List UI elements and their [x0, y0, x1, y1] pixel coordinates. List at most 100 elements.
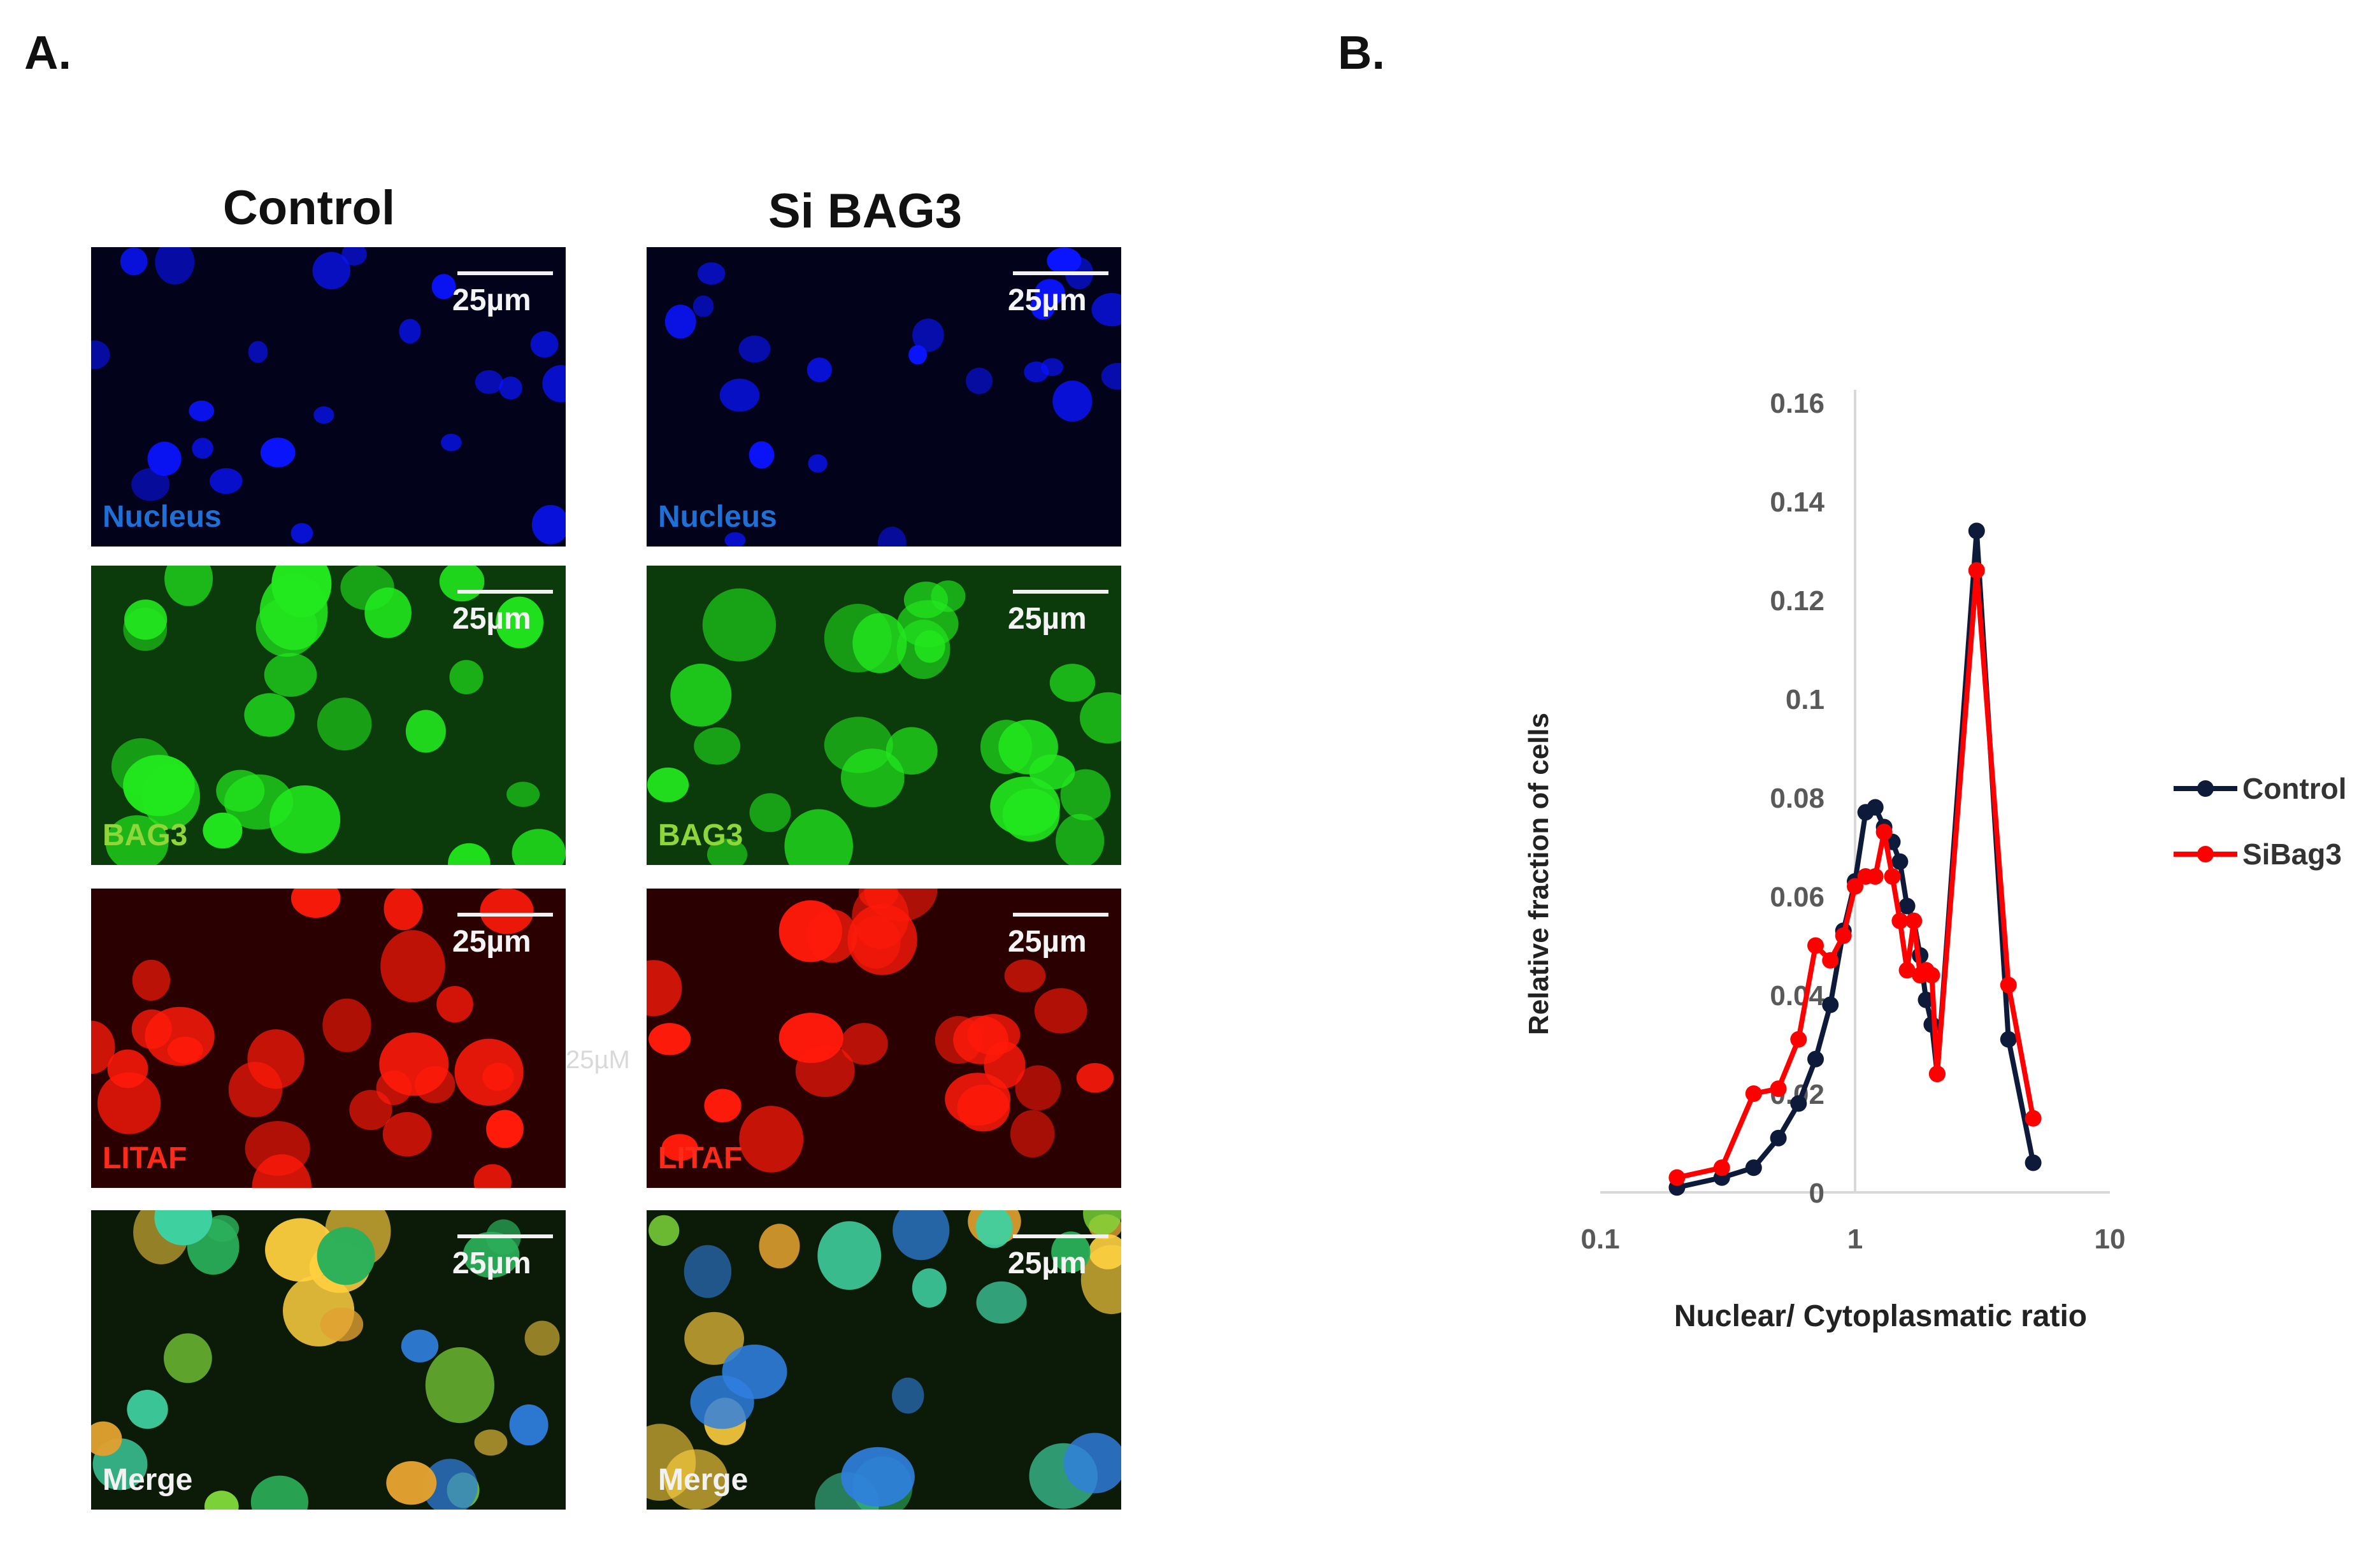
x-tick-label: 0.1 — [1581, 1224, 1619, 1255]
cell — [1052, 380, 1093, 422]
cell — [647, 960, 682, 1017]
chart-axes: 00.020.040.060.080.10.120.140.160.1 1 10 — [1581, 388, 2125, 1255]
cell — [724, 532, 746, 547]
cell — [436, 986, 473, 1023]
cell — [749, 441, 775, 469]
cell — [739, 1106, 804, 1173]
channel-label: LITAF — [658, 1141, 743, 1175]
x-tick-label: 1 — [1847, 1224, 1863, 1255]
cell — [474, 1429, 508, 1456]
cell — [892, 1210, 950, 1261]
cell — [808, 454, 828, 473]
cell-image — [91, 889, 534, 1188]
y-tick-label: 0.08 — [1770, 783, 1824, 814]
cell — [380, 930, 445, 1003]
cell — [290, 523, 313, 544]
column-title-sibag3: Si BAG3 — [768, 184, 963, 238]
scale-bar — [457, 271, 553, 275]
cell — [425, 1347, 495, 1424]
scale-bar-label: 25µm — [1008, 283, 1087, 317]
cell — [386, 1461, 437, 1505]
series-sibag3 — [1668, 562, 2042, 1186]
cell — [795, 1045, 855, 1097]
cell — [1002, 789, 1060, 842]
cell — [692, 295, 714, 317]
micrograph-bag3-sibag3: 25µm BAG3 — [647, 566, 1121, 865]
cell — [131, 468, 170, 501]
cell — [706, 838, 748, 865]
cell — [154, 1210, 212, 1246]
scale-bar-label: 25µm — [1008, 1247, 1087, 1280]
data-point — [1745, 1159, 1762, 1176]
data-point — [1891, 853, 1909, 870]
cell — [264, 653, 317, 697]
cell — [422, 1459, 478, 1510]
cell — [312, 252, 351, 290]
cell — [840, 1023, 888, 1065]
cell — [1047, 247, 1082, 274]
cell — [247, 1029, 305, 1089]
cell — [475, 370, 503, 394]
cell — [260, 438, 296, 468]
channel-label: BAG3 — [658, 818, 743, 852]
cell — [499, 376, 522, 400]
cell — [192, 438, 213, 459]
cell — [1049, 664, 1096, 702]
cell — [439, 566, 485, 602]
cell — [817, 1221, 882, 1290]
cell — [908, 345, 928, 365]
cell — [1029, 754, 1075, 790]
data-point — [1884, 868, 1901, 885]
cell — [205, 1215, 240, 1242]
y-tick-label: 0.1 — [1786, 684, 1824, 715]
micrograph-merge-control: 25µm Merge — [91, 1210, 566, 1510]
data-point — [2025, 1154, 2042, 1171]
cell — [1056, 813, 1105, 865]
cell — [966, 368, 993, 394]
data-point — [2025, 1110, 2042, 1127]
data-point — [1898, 897, 1916, 915]
cell — [864, 889, 938, 922]
data-point — [1928, 1066, 1946, 1082]
cell — [317, 697, 372, 751]
cell-image — [647, 889, 1114, 1173]
channel-label: BAG3 — [103, 818, 188, 852]
cell — [759, 1224, 800, 1269]
cell — [431, 274, 456, 299]
cell — [341, 247, 367, 266]
stray-scale-label: 25µM — [566, 1046, 630, 1074]
cell — [1060, 769, 1111, 821]
legend-label: SiBag3 — [2242, 838, 2342, 871]
legend-label: Control — [2242, 772, 2347, 805]
cell — [1091, 293, 1121, 327]
data-point — [1713, 1159, 1730, 1176]
scale-bar — [457, 1234, 553, 1238]
cell — [967, 1014, 1021, 1055]
cell — [722, 1344, 787, 1399]
cell — [1034, 988, 1087, 1034]
cell — [807, 909, 857, 963]
x-tick-label: 10 — [2095, 1224, 2126, 1255]
cell — [250, 1475, 308, 1510]
cell — [313, 406, 334, 424]
cell — [320, 1307, 364, 1341]
cell — [399, 318, 421, 344]
channel-label: Nucleus — [103, 500, 222, 534]
cell — [132, 959, 171, 1001]
cell — [509, 1404, 548, 1446]
cell — [210, 468, 243, 494]
chart-series — [1668, 522, 2042, 1196]
scale-bar-label: 25µm — [1008, 925, 1087, 959]
cell — [1004, 959, 1046, 992]
cell — [480, 889, 534, 934]
cell — [441, 434, 462, 452]
data-point — [1668, 1169, 1686, 1186]
cell — [852, 613, 907, 673]
cell — [1083, 1210, 1121, 1235]
cell — [664, 304, 696, 339]
cell — [1024, 361, 1049, 383]
micrograph-nucleus-sibag3: 25µm Nucleus — [647, 247, 1121, 547]
cell — [473, 1164, 512, 1188]
cell-image — [91, 1210, 560, 1510]
data-point — [2000, 1031, 2017, 1048]
